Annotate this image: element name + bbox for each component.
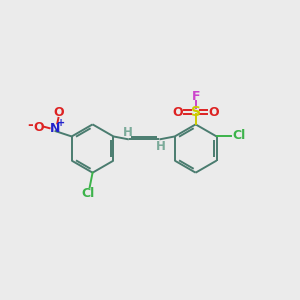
Text: H: H <box>156 140 166 153</box>
Text: O: O <box>53 106 64 119</box>
Text: +: + <box>57 118 65 128</box>
Text: S: S <box>190 105 201 119</box>
Text: O: O <box>173 106 183 118</box>
Text: Cl: Cl <box>232 129 245 142</box>
Text: N: N <box>50 122 60 135</box>
Text: -: - <box>28 118 33 132</box>
Text: Cl: Cl <box>82 188 95 200</box>
Text: H: H <box>122 125 132 139</box>
Text: O: O <box>33 121 44 134</box>
Text: O: O <box>208 106 219 118</box>
Text: F: F <box>191 90 200 103</box>
